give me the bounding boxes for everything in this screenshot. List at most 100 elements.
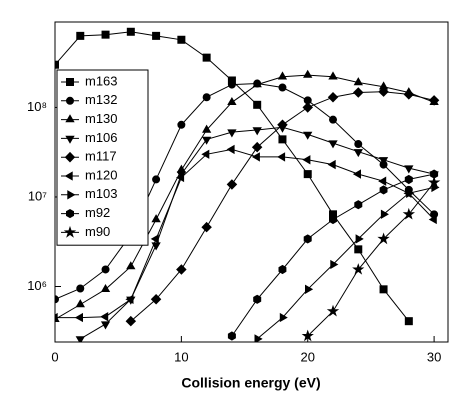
- series-line: [307, 182, 435, 337]
- x-tick-label: 20: [300, 349, 314, 364]
- data-point: [101, 30, 110, 39]
- data-point: [428, 95, 440, 106]
- data-point: [251, 152, 260, 162]
- data-point: [378, 157, 389, 166]
- data-point: [303, 131, 313, 140]
- data-point: [353, 149, 363, 158]
- data-point: [75, 336, 85, 342]
- x-tick-label: 0: [51, 349, 58, 364]
- data-point: [402, 207, 415, 220]
- data-point: [227, 80, 236, 89]
- data-point: [404, 317, 413, 326]
- legend-label: m103: [85, 186, 118, 201]
- data-point: [378, 86, 389, 97]
- plot-area: [55, 27, 441, 342]
- y-tick-label: 10⁷: [28, 188, 47, 203]
- data-point: [277, 119, 288, 131]
- data-point: [125, 294, 134, 304]
- data-point: [377, 232, 390, 245]
- legend-marker: [64, 171, 73, 181]
- legend-marker: [63, 225, 77, 238]
- data-point: [151, 214, 161, 223]
- x-tick-label: 30: [427, 349, 441, 364]
- data-point: [253, 100, 262, 109]
- data-point: [226, 179, 238, 190]
- data-point: [202, 136, 212, 145]
- data-point: [177, 35, 186, 44]
- data-point: [152, 31, 161, 40]
- data-point: [380, 209, 389, 219]
- x-axis-label: Collision energy (eV): [181, 375, 320, 391]
- data-point: [126, 261, 136, 270]
- data-point: [303, 234, 312, 244]
- data-point: [175, 172, 185, 183]
- legend-label: m90: [85, 224, 110, 239]
- data-point: [152, 175, 161, 184]
- series-line: [55, 82, 435, 300]
- data-point: [278, 135, 287, 144]
- data-point: [354, 245, 363, 254]
- data-point: [352, 169, 361, 179]
- data-point: [55, 312, 58, 323]
- data-point: [201, 221, 212, 233]
- series-line: [55, 74, 435, 320]
- data-point: [327, 91, 339, 103]
- y-tick-label: 10⁸: [27, 99, 47, 114]
- data-point: [427, 175, 441, 188]
- data-point: [126, 27, 135, 36]
- data-point: [76, 31, 85, 40]
- legend-label: m106: [85, 130, 118, 145]
- data-point: [305, 284, 314, 294]
- data-point: [55, 60, 59, 69]
- y-tick-label: 10⁶: [27, 278, 47, 293]
- data-point: [125, 315, 137, 327]
- legend-marker: [67, 190, 76, 200]
- data-point: [277, 152, 286, 162]
- data-point: [406, 188, 415, 198]
- data-point: [277, 71, 288, 80]
- data-point: [354, 140, 363, 149]
- data-point: [404, 174, 413, 185]
- data-point: [202, 53, 211, 62]
- data-point: [326, 304, 340, 317]
- data-point: [253, 294, 262, 304]
- legend-label: m117: [85, 149, 117, 164]
- data-point: [330, 259, 339, 270]
- data-point: [201, 149, 210, 159]
- data-point: [100, 283, 111, 292]
- series-line: [55, 148, 435, 319]
- data-point: [251, 141, 263, 153]
- data-point: [404, 165, 414, 174]
- legend-marker: [65, 114, 75, 123]
- data-point: [352, 263, 365, 275]
- legend-label: m163: [85, 73, 118, 88]
- data-point: [202, 124, 212, 133]
- legend-marker: [66, 96, 74, 105]
- data-point: [176, 264, 187, 275]
- data-point: [329, 115, 338, 124]
- data-point: [100, 312, 109, 322]
- data-point: [252, 79, 262, 88]
- data-point: [301, 329, 314, 342]
- data-point: [328, 140, 338, 149]
- data-point: [227, 331, 236, 341]
- legend-marker: [64, 151, 76, 163]
- legend-label: m120: [85, 167, 118, 182]
- data-point: [177, 120, 186, 129]
- legend-marker: [65, 135, 75, 144]
- data-point: [303, 170, 312, 179]
- data-point: [226, 144, 235, 155]
- data-point: [428, 214, 437, 225]
- data-point: [303, 69, 313, 78]
- data-point: [279, 312, 288, 323]
- legend-label: m92: [85, 205, 110, 220]
- data-point: [55, 295, 59, 304]
- legend-marker: [66, 78, 74, 86]
- data-point: [150, 293, 162, 305]
- x-tick-label: 10: [174, 349, 188, 364]
- data-point: [327, 159, 336, 170]
- legend-label: m130: [85, 111, 118, 126]
- data-point: [378, 176, 387, 186]
- data-point: [100, 321, 111, 330]
